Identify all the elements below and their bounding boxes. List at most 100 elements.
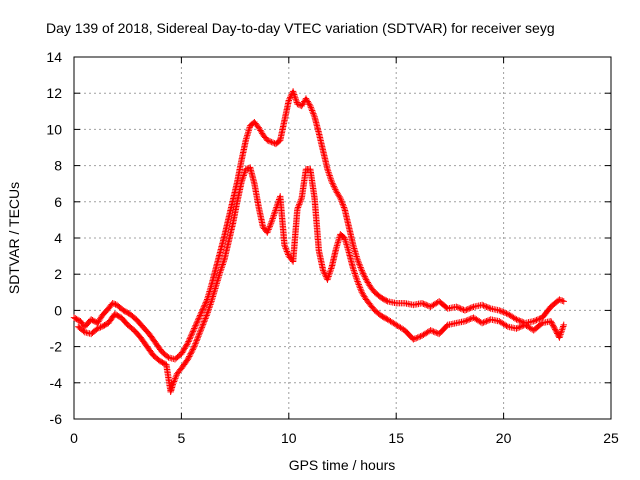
data-point <box>110 300 118 307</box>
data-point <box>197 310 204 318</box>
data-point <box>463 317 470 324</box>
data-point <box>338 198 345 205</box>
data-point <box>296 199 304 207</box>
data-point <box>109 299 116 307</box>
data-point <box>179 347 187 355</box>
data-point <box>184 356 192 363</box>
data-point <box>517 323 524 330</box>
y-tick-label: -2 <box>50 339 63 355</box>
data-point <box>264 137 271 144</box>
data-point <box>411 335 419 342</box>
data-point <box>414 334 421 341</box>
y-axis-label: SDTVAR / TECUs <box>6 182 22 294</box>
data-point <box>464 316 471 324</box>
data-point <box>241 170 248 178</box>
x-tick-label: 25 <box>603 430 619 446</box>
tick-labels: 0 5 10 15 20 25 -6 -4 -2 0 2 4 6 8 10 12 14 <box>46 49 619 446</box>
data-point <box>337 194 344 202</box>
data-point <box>195 331 203 338</box>
data-point <box>496 307 503 314</box>
data-point <box>199 322 206 330</box>
data-point <box>427 327 434 334</box>
data-point <box>533 316 540 324</box>
data-point <box>559 297 566 304</box>
data-point <box>281 242 288 249</box>
data-point <box>297 196 305 203</box>
data-point <box>360 271 368 279</box>
data-point <box>537 320 545 328</box>
data-point <box>356 261 363 268</box>
data-point <box>200 305 207 312</box>
data-point <box>553 328 560 336</box>
data-point <box>500 309 507 316</box>
data-point <box>283 248 291 255</box>
data-point <box>271 209 279 216</box>
data-point <box>481 302 489 310</box>
data-point <box>310 110 317 117</box>
data-point <box>560 321 567 329</box>
data-point <box>556 296 563 303</box>
x-tick-label: 20 <box>496 430 512 446</box>
data-point <box>94 325 101 332</box>
data-point <box>350 265 357 272</box>
data-point <box>423 301 430 309</box>
data-point <box>220 259 227 267</box>
data-point <box>463 306 470 313</box>
data-point <box>430 328 437 335</box>
data-point <box>216 269 224 276</box>
data-marks <box>70 88 567 396</box>
data-point <box>286 95 293 103</box>
grid-lines <box>74 57 611 419</box>
data-point <box>203 312 210 319</box>
data-point <box>320 268 328 276</box>
data-point <box>324 274 332 282</box>
data-point <box>192 322 199 329</box>
y-tick-label: 2 <box>54 266 62 282</box>
data-point <box>205 307 212 315</box>
data-point <box>186 335 193 342</box>
data-point <box>198 325 205 333</box>
data-point <box>466 316 473 323</box>
data-point <box>480 302 487 309</box>
data-point <box>272 207 279 214</box>
data-point <box>329 181 337 189</box>
data-point <box>558 328 565 335</box>
data-point <box>550 323 557 330</box>
data-point <box>383 297 390 304</box>
data-point <box>197 327 204 334</box>
data-point <box>443 322 450 330</box>
data-point <box>360 270 367 277</box>
data-point <box>187 350 194 357</box>
data-point <box>514 324 522 332</box>
data-point <box>206 304 213 311</box>
data-point <box>190 344 197 352</box>
data-point <box>456 304 463 312</box>
data-point <box>328 177 335 184</box>
data-point <box>190 326 197 334</box>
data-point <box>182 343 189 351</box>
data-point <box>282 245 289 252</box>
data-point <box>327 266 334 274</box>
data-point <box>559 324 566 332</box>
data-point <box>169 381 177 388</box>
data-point <box>186 351 194 359</box>
data-point <box>331 184 338 192</box>
y-tick-label: 14 <box>46 49 62 65</box>
data-point <box>534 316 542 323</box>
data-point <box>219 262 226 270</box>
y-tick-label: 6 <box>54 194 62 210</box>
data-point <box>179 349 186 356</box>
data-point <box>193 320 200 328</box>
data-point <box>290 89 297 97</box>
data-point <box>413 334 420 342</box>
data-point <box>454 304 461 311</box>
data-point <box>418 299 426 307</box>
data-point <box>498 308 506 315</box>
data-point <box>431 328 439 336</box>
data-point <box>191 341 199 349</box>
data-point <box>464 305 471 313</box>
data-point <box>284 249 291 257</box>
data-point <box>428 327 436 335</box>
